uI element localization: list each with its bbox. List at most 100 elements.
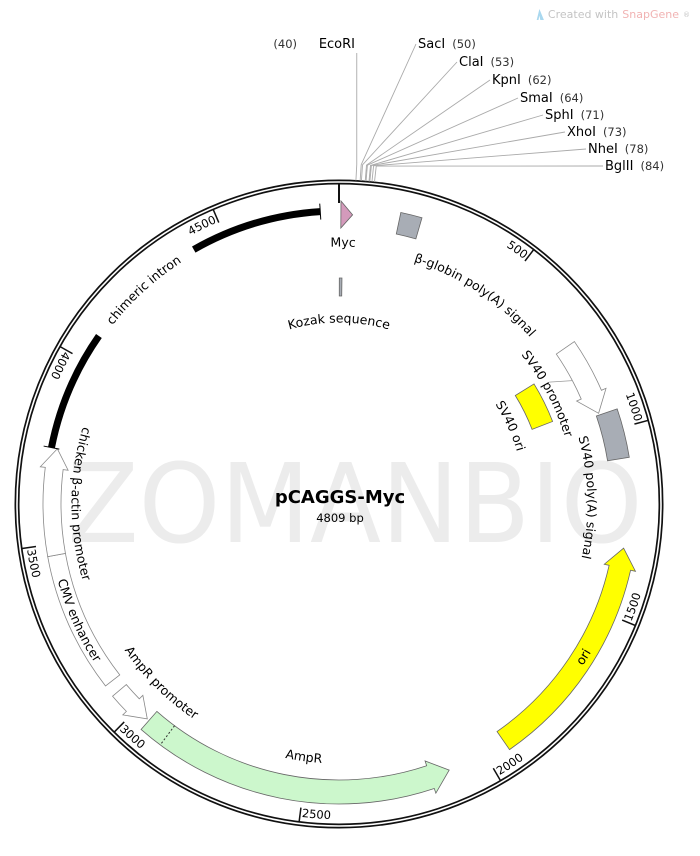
site-leader-line bbox=[359, 43, 417, 181]
features-layer bbox=[39, 199, 637, 805]
feature-chimeric-intron bbox=[43, 203, 322, 450]
tick-label: 3500 bbox=[24, 548, 43, 579]
site-leader-line bbox=[369, 131, 566, 182]
feature-shape bbox=[112, 684, 148, 720]
site-position: (40) bbox=[273, 37, 297, 51]
site-name: NheI bbox=[588, 142, 618, 157]
feature-shape bbox=[595, 408, 630, 462]
feature-label-kozak-sequence: Kozak sequence bbox=[286, 311, 392, 333]
site-smai[interactable]: SmaI (64) bbox=[365, 91, 583, 182]
site-name: SphI bbox=[545, 108, 574, 123]
site-position: (53) bbox=[491, 55, 515, 69]
plasmid-name: pCAGGS-Myc bbox=[275, 487, 405, 508]
site-position: (71) bbox=[581, 108, 605, 122]
site-label: XhoI (73) bbox=[567, 125, 627, 140]
site-leader-line bbox=[368, 114, 544, 182]
site-saci[interactable]: SacI (50) bbox=[359, 37, 476, 181]
site-position: (50) bbox=[452, 37, 476, 51]
site-bglii[interactable]: BglII (84) bbox=[374, 159, 664, 182]
feature-ampr bbox=[140, 710, 450, 805]
tick-mark bbox=[22, 545, 37, 550]
backbone-inner bbox=[16, 181, 662, 827]
site-label: SphI (71) bbox=[545, 108, 604, 123]
feature-chicken-actin-promoter bbox=[39, 448, 69, 558]
feature-label-globin-poly-a-signal-text: β-globin poly(A) signal bbox=[413, 250, 539, 339]
site-nhei[interactable]: NheI (78) bbox=[371, 142, 648, 182]
site-label: NheI (78) bbox=[588, 142, 648, 157]
tick-mark bbox=[492, 767, 502, 781]
tick-mark bbox=[212, 209, 220, 223]
feature-shape bbox=[395, 212, 423, 240]
site-label: BglII (84) bbox=[605, 159, 664, 174]
site-leader-line bbox=[364, 79, 491, 182]
site-name: SacI bbox=[418, 37, 445, 52]
site-leader-line bbox=[365, 97, 519, 182]
site-kpni[interactable]: KpnI (62) bbox=[364, 73, 551, 182]
feature-label-ori: ori bbox=[573, 646, 594, 667]
site-position: (62) bbox=[528, 73, 552, 87]
site-xhoi[interactable]: XhoI (73) bbox=[369, 125, 627, 182]
site-sphi[interactable]: SphI (71) bbox=[368, 108, 604, 182]
site-position: (73) bbox=[603, 125, 627, 139]
credit-suffix: ® bbox=[683, 10, 690, 19]
feature-end-bar bbox=[319, 203, 322, 220]
site-name: KpnI bbox=[492, 73, 521, 88]
tick-label-text: 2500 bbox=[301, 806, 331, 822]
feature-sv40-poly-a-signal bbox=[595, 408, 630, 462]
feature-ampr-promoter bbox=[112, 684, 148, 720]
feature-end-bar bbox=[43, 445, 60, 450]
site-label: KpnI (62) bbox=[492, 73, 551, 88]
feature-label-myc: Myc bbox=[330, 234, 356, 250]
feature-shape bbox=[340, 199, 354, 230]
feature-label-kozak-sequence-text: Kozak sequence bbox=[286, 311, 392, 333]
site-name: EcoRI bbox=[319, 37, 355, 52]
feature-shape bbox=[496, 547, 637, 751]
tick-label: 2000 bbox=[494, 750, 526, 778]
credit-prefix: Created with bbox=[547, 8, 619, 21]
plasmid-length: 4809 bp bbox=[316, 511, 364, 525]
feature-shape bbox=[140, 710, 450, 805]
backbone bbox=[14, 179, 664, 829]
feature-ori bbox=[496, 547, 637, 751]
feature-label-globin-poly-a-signal: β-globin poly(A) signal bbox=[413, 250, 539, 339]
tick-mark bbox=[298, 807, 302, 822]
site-ecori[interactable]: EcoRI (40) bbox=[273, 37, 358, 181]
feature-label-cmv-enhancer-text: CMV enhancer bbox=[55, 577, 105, 665]
tick-label: 2500 bbox=[301, 806, 331, 822]
site-name: SmaI bbox=[520, 91, 553, 106]
feature-segment bbox=[192, 208, 321, 253]
feature-sv40-ori bbox=[514, 383, 554, 430]
tick-mark bbox=[113, 721, 125, 733]
feature-globin-poly-a-signal bbox=[395, 212, 423, 240]
site-position: (64) bbox=[560, 91, 584, 105]
feature-sv40-promoter bbox=[549, 341, 607, 414]
site-clai[interactable]: ClaI (53) bbox=[360, 55, 514, 181]
tick-mark bbox=[59, 346, 73, 355]
feature-shape bbox=[338, 277, 343, 297]
site-label: SacI (50) bbox=[418, 37, 476, 52]
site-label: SmaI (64) bbox=[520, 91, 583, 106]
site-name: ClaI bbox=[459, 55, 484, 70]
feature-label-ampr: AmpR bbox=[284, 746, 323, 766]
feature-label-chimeric-intron: chimeric intron bbox=[103, 252, 183, 327]
feature-shape bbox=[39, 448, 69, 558]
tick-mark bbox=[621, 619, 636, 627]
watermark: ZOMANBIO bbox=[68, 440, 643, 568]
snapgene-logo-icon bbox=[536, 9, 544, 20]
tick-mark bbox=[524, 249, 535, 262]
feature-myc bbox=[340, 199, 354, 230]
site-position: (84) bbox=[640, 159, 664, 173]
site-leader-line bbox=[355, 53, 358, 181]
feature-segment bbox=[48, 334, 102, 449]
feature-shape bbox=[555, 341, 607, 414]
feature-label-cmv-enhancer: CMV enhancer bbox=[55, 577, 105, 665]
site-leader-line bbox=[360, 61, 458, 181]
site-leader-line bbox=[374, 165, 604, 182]
feature-label-myc-text: Myc bbox=[330, 234, 356, 250]
site-label: ClaI (53) bbox=[459, 55, 514, 70]
feature-kozak-sequence bbox=[338, 277, 343, 297]
tick-label-text: 3500 bbox=[24, 548, 43, 579]
snapgene-credit: Created with SnapGene ® bbox=[535, 8, 690, 21]
feature-label-ori-text: ori bbox=[573, 646, 594, 667]
